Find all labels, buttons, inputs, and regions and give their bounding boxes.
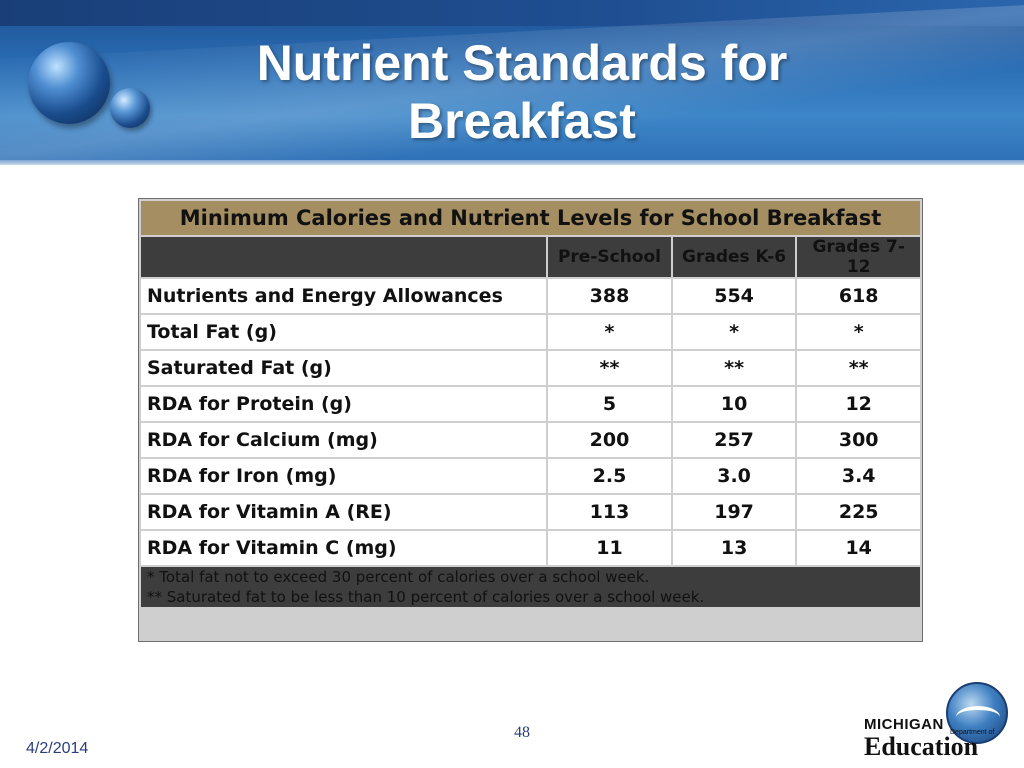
small-globe-orb-icon [110, 88, 150, 128]
cell-value: * [797, 315, 920, 349]
cell-value: 12 [797, 387, 920, 421]
cell-value: 618 [797, 279, 920, 313]
globe-orb-icon [28, 42, 110, 124]
column-header: Grades 7-12 [797, 237, 920, 277]
cell-value: 11 [548, 531, 671, 565]
table-row: RDA for Protein (g) 5 10 12 [141, 387, 920, 421]
cell-value: ** [548, 351, 671, 385]
cell-value: 300 [797, 423, 920, 457]
cell-value: 3.0 [672, 459, 796, 493]
table-row: Total Fat (g) * * * [141, 315, 920, 349]
cell-value: ** [672, 351, 796, 385]
slide-title: Nutrient Standards for Breakfast [150, 34, 894, 150]
row-label: Saturated Fat (g) [141, 351, 547, 385]
row-label: Nutrients and Energy Allowances [141, 279, 547, 313]
row-label: RDA for Iron (mg) [141, 459, 547, 493]
header-divider [0, 160, 1024, 165]
table-caption-row: Minimum Calories and Nutrient Levels for… [141, 201, 920, 235]
slide-title-line2: Breakfast [408, 93, 636, 149]
cell-value: 388 [548, 279, 671, 313]
logo-emblem-icon [946, 682, 1008, 744]
cell-value: 225 [797, 495, 920, 529]
table-row: RDA for Vitamin A (RE) 113 197 225 [141, 495, 920, 529]
row-label: RDA for Calcium (mg) [141, 423, 547, 457]
slide-date: 4/2/2014 [26, 740, 89, 757]
table-row: RDA for Vitamin C (mg) 11 13 14 [141, 531, 920, 565]
column-header: Grades K-6 [672, 237, 796, 277]
cell-value: * [548, 315, 671, 349]
cell-value: 13 [672, 531, 796, 565]
row-label: RDA for Vitamin A (RE) [141, 495, 547, 529]
cell-value: 10 [672, 387, 796, 421]
header-banner: Nutrient Standards for Breakfast [0, 0, 1024, 165]
cell-value: * [672, 315, 796, 349]
cell-value: 2.5 [548, 459, 671, 493]
logo-education-text: Education [864, 732, 979, 761]
table-row: RDA for Iron (mg) 2.5 3.0 3.4 [141, 459, 920, 493]
page-number: 48 [514, 724, 530, 741]
slide-title-line1: Nutrient Standards for [256, 35, 788, 91]
michigan-education-logo: MICHIGAN Department of Education [860, 682, 1010, 762]
table-row: Nutrients and Energy Allowances 388 554 … [141, 279, 920, 313]
header-blank-cell [141, 237, 547, 277]
cell-value: ** [797, 351, 920, 385]
table-notes: * Total fat not to exceed 30 percent of … [141, 567, 920, 607]
header-top-band [0, 0, 1024, 26]
cell-value: 14 [797, 531, 920, 565]
table-header-row: Pre-School Grades K-6 Grades 7-12 [141, 237, 920, 277]
cell-value: 5 [548, 387, 671, 421]
table-row: Saturated Fat (g) ** ** ** [141, 351, 920, 385]
cell-value: 197 [672, 495, 796, 529]
logo-department-text: Department of [950, 729, 995, 736]
table-row: RDA for Calcium (mg) 200 257 300 [141, 423, 920, 457]
cell-value: 257 [672, 423, 796, 457]
footnote-saturated-fat: ** Saturated fat to be less than 10 perc… [147, 588, 705, 606]
column-header: Pre-School [548, 237, 671, 277]
row-label: Total Fat (g) [141, 315, 547, 349]
row-label: RDA for Vitamin C (mg) [141, 531, 547, 565]
table-caption: Minimum Calories and Nutrient Levels for… [141, 201, 920, 235]
table-notes-row: * Total fat not to exceed 30 percent of … [141, 567, 920, 607]
logo-michigan-text: MICHIGAN [864, 716, 944, 733]
row-label: RDA for Protein (g) [141, 387, 547, 421]
nutrient-table-container: Minimum Calories and Nutrient Levels for… [138, 198, 923, 642]
cell-value: 113 [548, 495, 671, 529]
cell-value: 554 [672, 279, 796, 313]
cell-value: 200 [548, 423, 671, 457]
cell-value: 3.4 [797, 459, 920, 493]
footnote-total-fat: * Total fat not to exceed 30 percent of … [147, 568, 650, 586]
nutrient-table: Minimum Calories and Nutrient Levels for… [139, 199, 922, 609]
logo-wave-icon [956, 706, 1000, 728]
